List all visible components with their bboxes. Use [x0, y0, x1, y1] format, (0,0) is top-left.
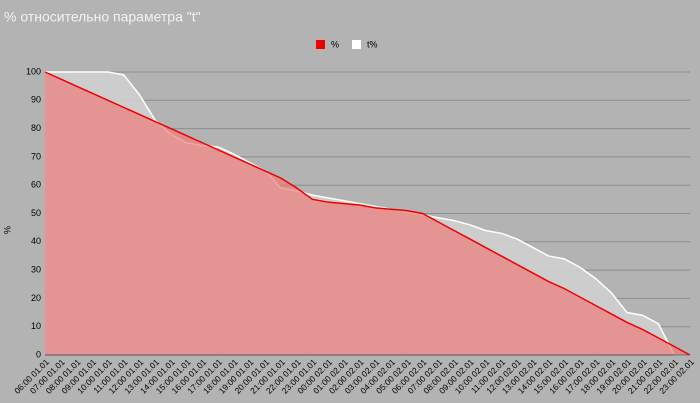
- y-tick-label: 20: [31, 293, 41, 303]
- chart-title: % относительно параметра "t": [4, 9, 201, 25]
- area-line: [44, 71, 691, 356]
- y-tick-label: 30: [31, 264, 41, 274]
- y-tick-label: 50: [31, 208, 41, 218]
- legend-swatch: [316, 40, 325, 49]
- y-tick-label: 60: [31, 180, 41, 190]
- legend-swatch: [352, 40, 361, 49]
- y-tick-label: 100: [26, 66, 41, 76]
- area-fill: [45, 72, 690, 355]
- legend-label: %: [331, 39, 339, 49]
- y-tick-label: 10: [31, 321, 41, 331]
- y-tick-label: 90: [31, 95, 41, 105]
- y-tick-label: 70: [31, 151, 41, 161]
- y-tick-label: 40: [31, 236, 41, 246]
- y-tick-label: 0: [36, 349, 41, 359]
- y-tick-label: 80: [31, 123, 41, 133]
- area-line: [45, 71, 690, 356]
- y-axis-label: %: [2, 226, 12, 234]
- legend-label: t%: [367, 39, 378, 49]
